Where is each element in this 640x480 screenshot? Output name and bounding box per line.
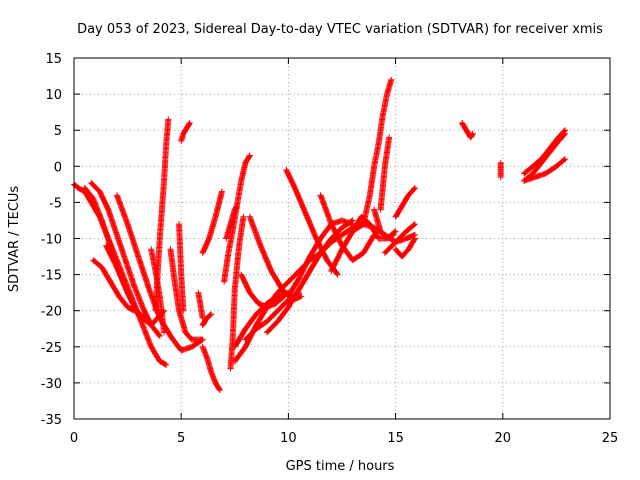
data-series [227,213,247,372]
x-tick-label: 0 [70,431,78,446]
y-tick-label: -20 [41,305,62,320]
data-series [223,203,240,242]
chart-title: Day 053 of 2023, Sidereal Day-to-day VTE… [77,22,603,37]
data-series [152,116,172,314]
data-series [246,213,305,303]
y-tick-label: 15 [45,52,62,67]
data-series [176,221,187,314]
series-markers [199,188,225,256]
series-markers [227,213,247,372]
series-markers [103,242,167,329]
series-markers [178,120,193,144]
x-tick-label: 10 [280,431,297,446]
series-markers [381,221,418,256]
x-axis-label: GPS time / hours [286,459,395,474]
y-tick-label: -30 [41,377,62,392]
data-series [199,311,215,329]
data-series [392,185,418,220]
data-series [459,120,476,141]
y-axis-label: SDTVAR / TECUs [7,186,22,293]
series-markers [377,134,393,213]
series-markers [521,156,568,184]
series-markers [459,120,476,141]
data-series [360,76,395,228]
series-markers [152,116,172,314]
data-series [199,188,225,256]
series-markers [246,213,305,303]
data-series [381,221,418,256]
series-markers [148,246,167,336]
y-tick-label: -5 [49,196,62,211]
y-tick-label: -15 [41,269,62,284]
data-series [521,127,568,177]
data-series [377,134,393,213]
x-tick-label: 15 [387,431,404,446]
series-markers [521,127,568,177]
axis-ticks: 0 5 10 15 20 25 15 10 5 0 -5 -10 -15 -20 -25 -30 -35 [41,52,619,446]
series-markers [90,257,137,314]
y-tick-label: -35 [41,413,62,428]
data-series [103,242,167,329]
data-series [195,289,206,321]
series-markers [317,192,378,264]
y-tick-label: -10 [41,233,62,248]
x-tick-label: 25 [602,431,619,446]
y-tick-label: 10 [45,88,62,103]
series-markers [176,221,187,314]
series-markers [360,76,395,228]
data-series [392,235,418,260]
data-series [521,156,568,184]
data-series [199,343,223,394]
data-series [317,192,378,264]
series-markers [199,311,215,329]
data-series [371,206,397,242]
data-series [497,159,504,181]
series-markers [497,159,504,181]
series-markers [223,203,240,242]
data-series [90,257,137,314]
x-tick-label: 5 [177,431,185,446]
data-series [167,246,206,343]
series-markers [392,235,418,260]
data-series [148,246,167,336]
series-markers [392,185,418,220]
grid [74,58,610,419]
series-markers [371,206,397,242]
series-markers [264,217,356,336]
data-series [178,120,193,144]
data-series [264,217,356,336]
y-tick-label: 5 [54,124,62,139]
data-points [71,76,568,394]
series-markers [167,246,206,343]
y-tick-label: 0 [54,160,62,175]
y-tick-label: -25 [41,341,62,356]
series-markers [199,343,223,394]
series-markers [195,289,206,321]
x-tick-label: 20 [495,431,512,446]
